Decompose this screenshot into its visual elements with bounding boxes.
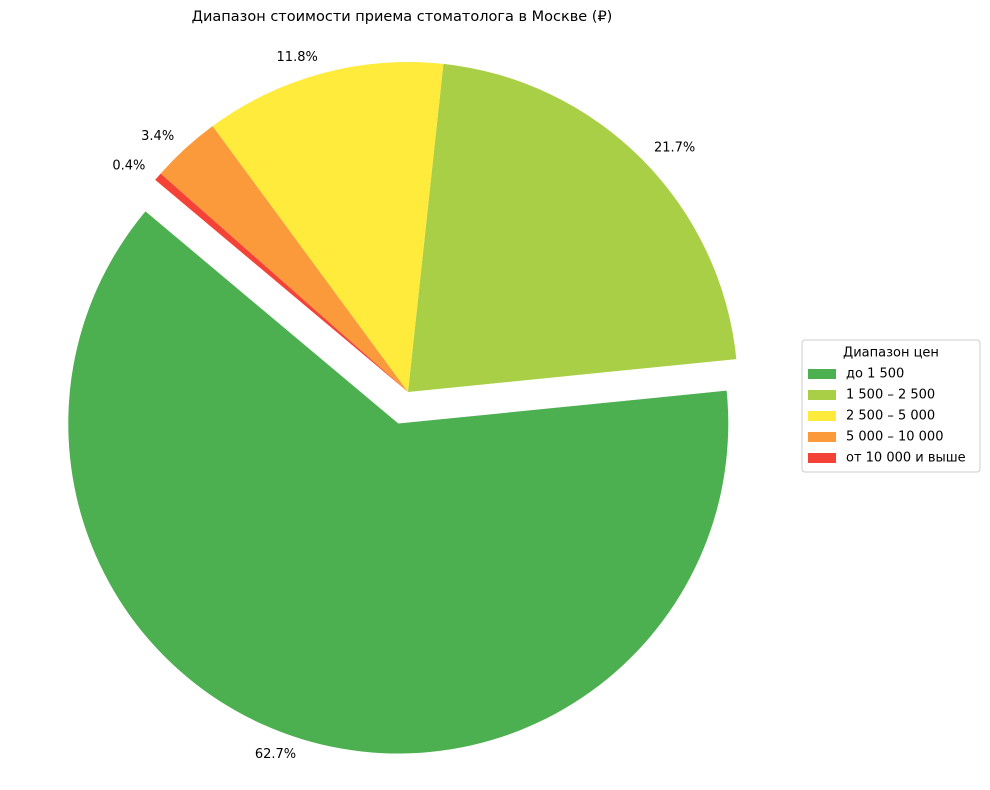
legend-label: до 1 500 — [846, 367, 904, 382]
legend-label: от 10 000 и выше — [846, 451, 966, 466]
chart-title: Диапазон стоимости приема стоматолога в … — [192, 9, 613, 25]
legend-title: Диапазон цен — [843, 346, 939, 361]
legend-swatch — [808, 411, 836, 421]
legend-box — [801, 339, 981, 473]
legend-swatch — [808, 453, 836, 463]
value-label: 3.4% — [141, 129, 174, 144]
pie-slice — [155, 173, 408, 392]
value-label: 62.7% — [255, 747, 296, 762]
legend-label: 1 500 – 2 500 — [846, 388, 935, 403]
value-label: 0.4% — [112, 158, 145, 173]
legend-swatch — [808, 369, 836, 379]
legend-label: 5 000 – 10 000 — [846, 430, 943, 445]
pie-slice — [68, 211, 729, 754]
legend-swatch — [808, 432, 836, 442]
pie-slice — [408, 63, 737, 392]
pie-slice — [212, 62, 444, 393]
value-label: 11.8% — [277, 50, 318, 65]
legend-label: 2 500 – 5 000 — [846, 409, 935, 424]
value-label: 21.7% — [654, 140, 695, 155]
legend-swatch — [808, 390, 836, 400]
pie-slice — [160, 126, 408, 392]
